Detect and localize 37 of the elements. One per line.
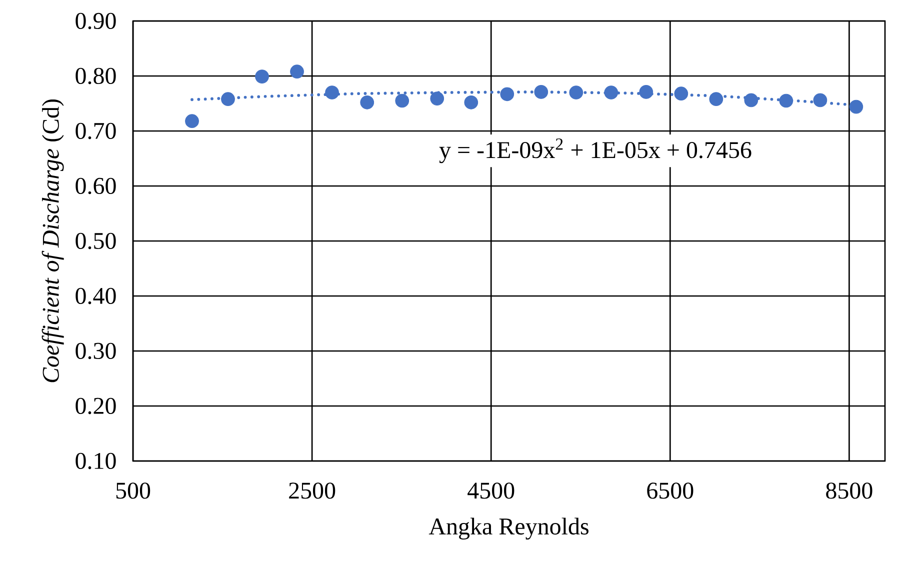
point <box>569 86 584 100</box>
y-axis-title: Coefficient of Discharge (Cd) <box>42 100 64 382</box>
y-tick-label: 0.60 <box>76 178 116 194</box>
point <box>744 93 758 108</box>
point <box>395 94 410 108</box>
point <box>813 93 828 108</box>
point <box>639 85 654 99</box>
y-tick-label: 0.10 <box>76 452 116 470</box>
y-tick-label: 0.50 <box>76 232 116 250</box>
x-tick-label: 500 <box>116 482 150 499</box>
point <box>674 86 688 101</box>
y-tick-label: 0.70 <box>76 122 116 140</box>
y-tick-label: 0.40 <box>76 288 116 304</box>
y-tick-label: 0.90 <box>76 12 116 30</box>
point <box>185 114 199 128</box>
x-tick-label: 4500 <box>468 482 514 499</box>
y-tick-label: 0.20 <box>76 398 116 414</box>
x-tick-label: 2500 <box>289 482 336 499</box>
point <box>709 92 724 106</box>
point <box>779 94 794 108</box>
point <box>430 92 444 106</box>
point <box>221 92 235 106</box>
y-tick-label: 0.80 <box>76 68 116 84</box>
point <box>255 70 269 84</box>
annotation: y = -1E-09x$^{2}$ + 1E-05x + 0.7456 <box>439 138 752 164</box>
point <box>325 86 339 100</box>
point <box>290 64 304 79</box>
x-tick-label: 6500 <box>647 482 694 499</box>
point <box>604 86 618 100</box>
point <box>500 87 514 102</box>
x-axis-title: Angka Reynolds <box>428 518 588 540</box>
point <box>464 95 478 110</box>
point <box>360 95 374 110</box>
y-tick-label: 0.30 <box>76 342 116 360</box>
x-tick-label: 8500 <box>826 482 872 499</box>
point <box>534 85 548 99</box>
point <box>849 100 864 114</box>
